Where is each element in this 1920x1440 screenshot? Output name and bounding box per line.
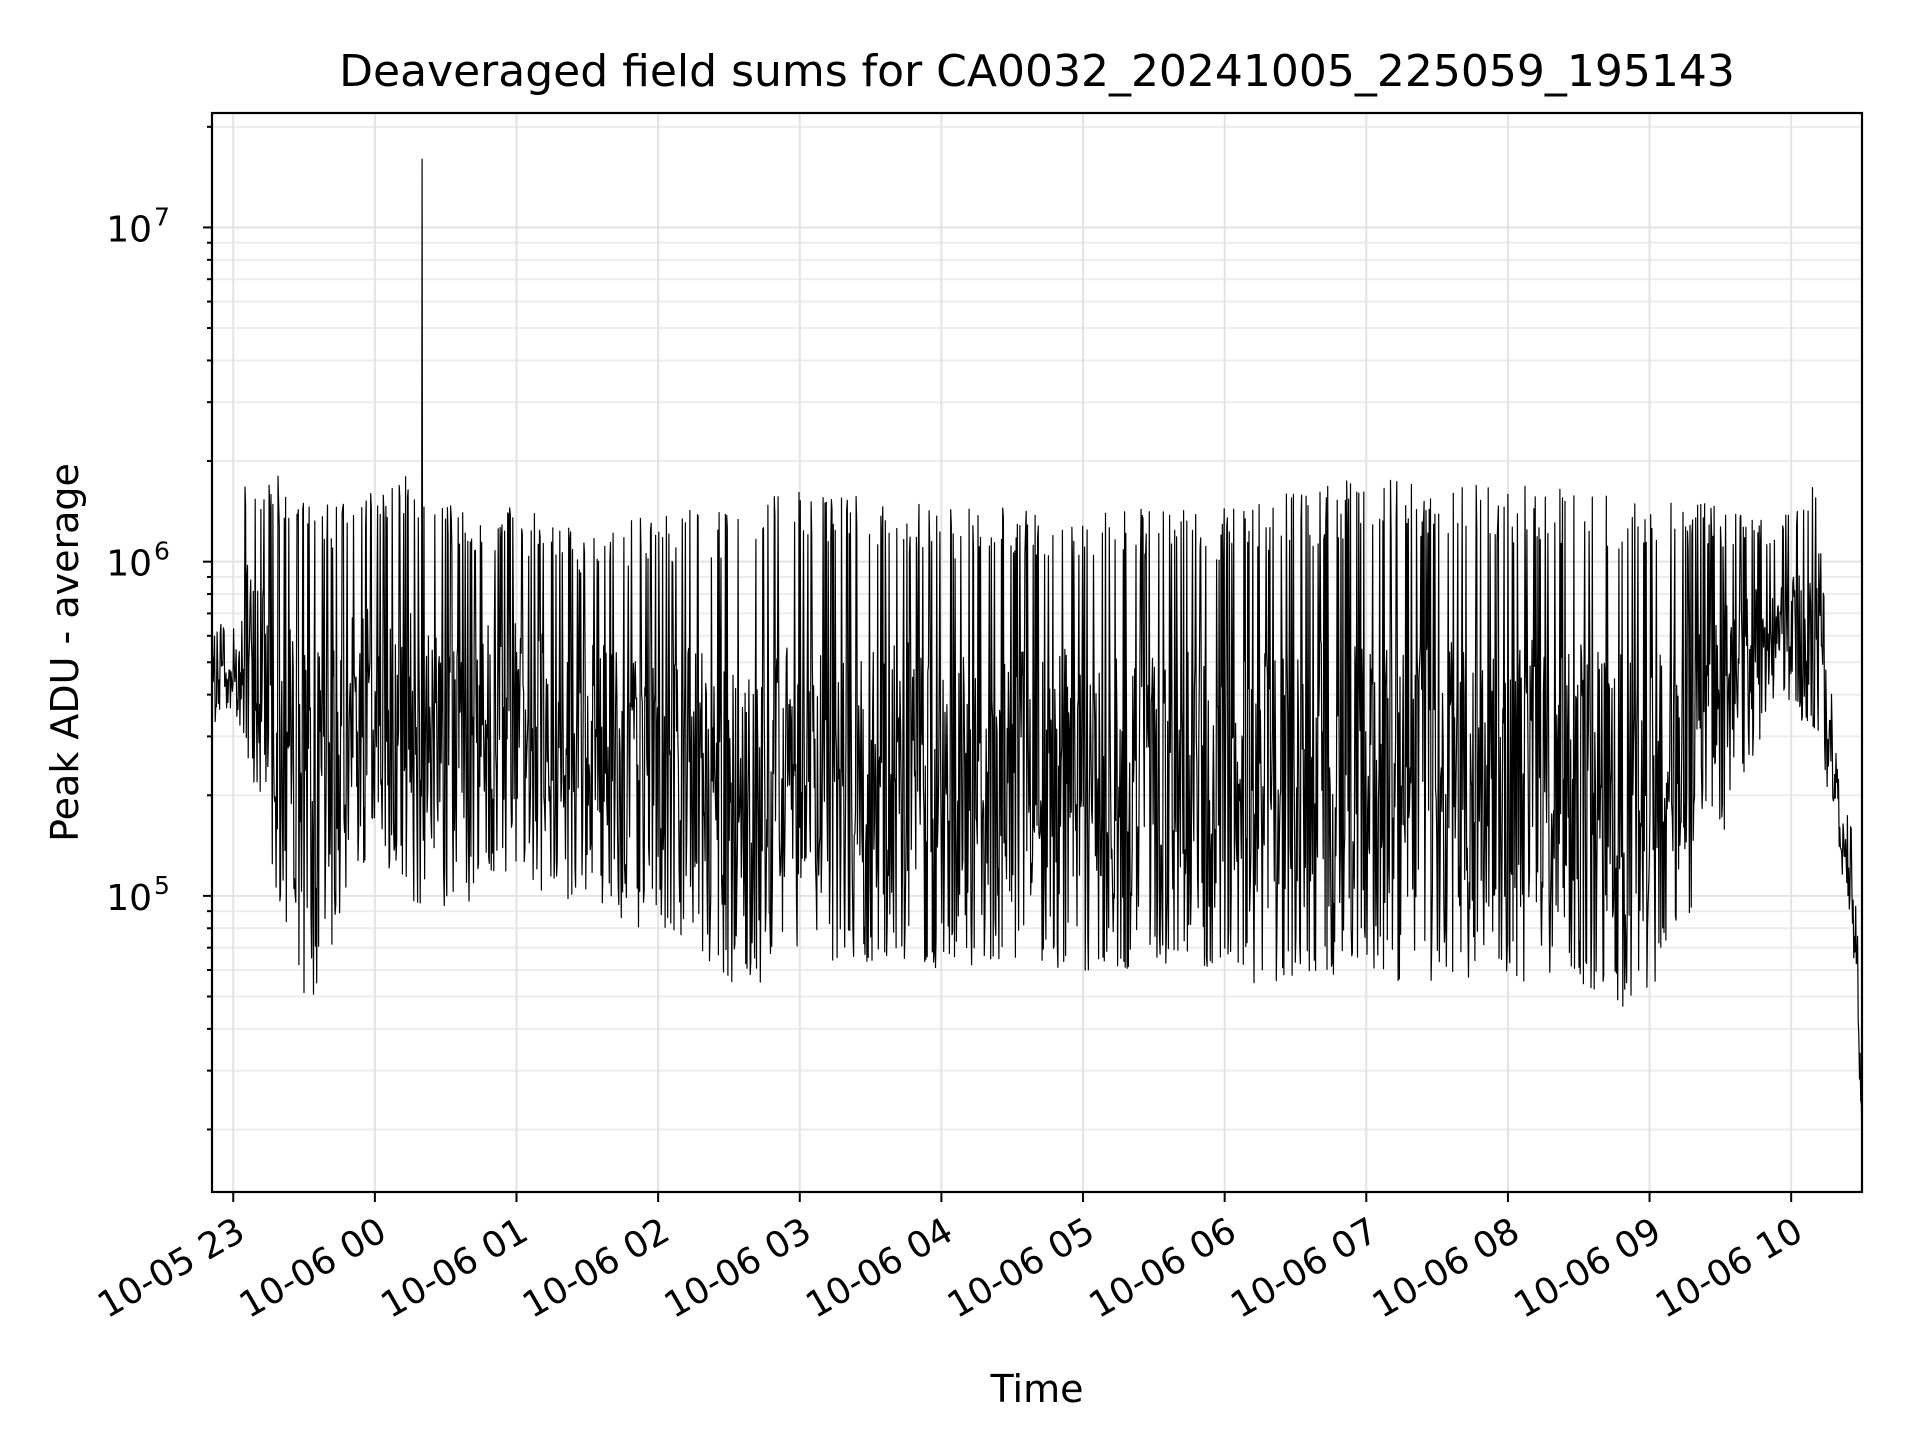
y-axis-label: Peak ADU - average bbox=[43, 463, 87, 842]
y-tick-label: 10 bbox=[106, 878, 152, 919]
y-tick-exponent: 5 bbox=[154, 871, 170, 900]
y-tick-exponent: 6 bbox=[154, 537, 170, 566]
x-axis-label: Time bbox=[990, 1367, 1084, 1411]
chart-title: Deaveraged field sums for CA0032_2024100… bbox=[339, 46, 1735, 97]
y-tick-label: 10 bbox=[106, 209, 152, 250]
y-tick-label: 10 bbox=[106, 544, 152, 585]
plot-frame bbox=[210, 111, 1864, 1194]
plot-area bbox=[211, 158, 1863, 1155]
y-tick-exponent: 7 bbox=[154, 202, 170, 231]
series-line bbox=[211, 158, 1863, 1155]
